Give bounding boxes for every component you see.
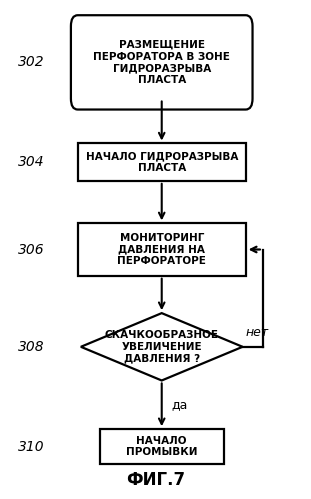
Text: 308: 308	[18, 340, 44, 354]
Text: ФИГ.7: ФИГ.7	[126, 471, 185, 489]
Bar	[78, 224, 246, 275]
Text: 304: 304	[18, 155, 44, 169]
Text: 306: 306	[18, 243, 44, 256]
Text: 310: 310	[18, 440, 44, 454]
Text: МОНИТОРИНГ
ДАВЛЕНИЯ НА
ПЕРФОРАТОРЕ: МОНИТОРИНГ ДАВЛЕНИЯ НА ПЕРФОРАТОРЕ	[117, 233, 206, 266]
Text: 302: 302	[18, 55, 44, 69]
Polygon shape	[81, 313, 243, 381]
Text: нет: нет	[246, 326, 269, 339]
Text: НАЧАЛО ГИДРОРАЗРЫВА
ПЛАСТА: НАЧАЛО ГИДРОРАЗРЫВА ПЛАСТА	[86, 151, 238, 173]
Text: СКАЧКООБРАЗНОЕ
УВЕЛИЧЕНИЕ
ДАВЛЕНИЯ ?: СКАЧКООБРАЗНОЕ УВЕЛИЧЕНИЕ ДАВЛЕНИЯ ?	[105, 330, 219, 363]
Bar	[78, 144, 246, 181]
Text: да: да	[171, 398, 188, 411]
Text: НАЧАЛО
ПРОМЫВКИ: НАЧАЛО ПРОМЫВКИ	[126, 436, 197, 458]
Text: РАЗМЕЩЕНИЕ
ПЕРФОРАТОРА В ЗОНЕ
ГИДРОРАЗРЫВА
ПЛАСТА: РАЗМЕЩЕНИЕ ПЕРФОРАТОРА В ЗОНЕ ГИДРОРАЗРЫ…	[93, 40, 230, 85]
Bar	[100, 429, 224, 464]
FancyBboxPatch shape	[71, 15, 253, 110]
